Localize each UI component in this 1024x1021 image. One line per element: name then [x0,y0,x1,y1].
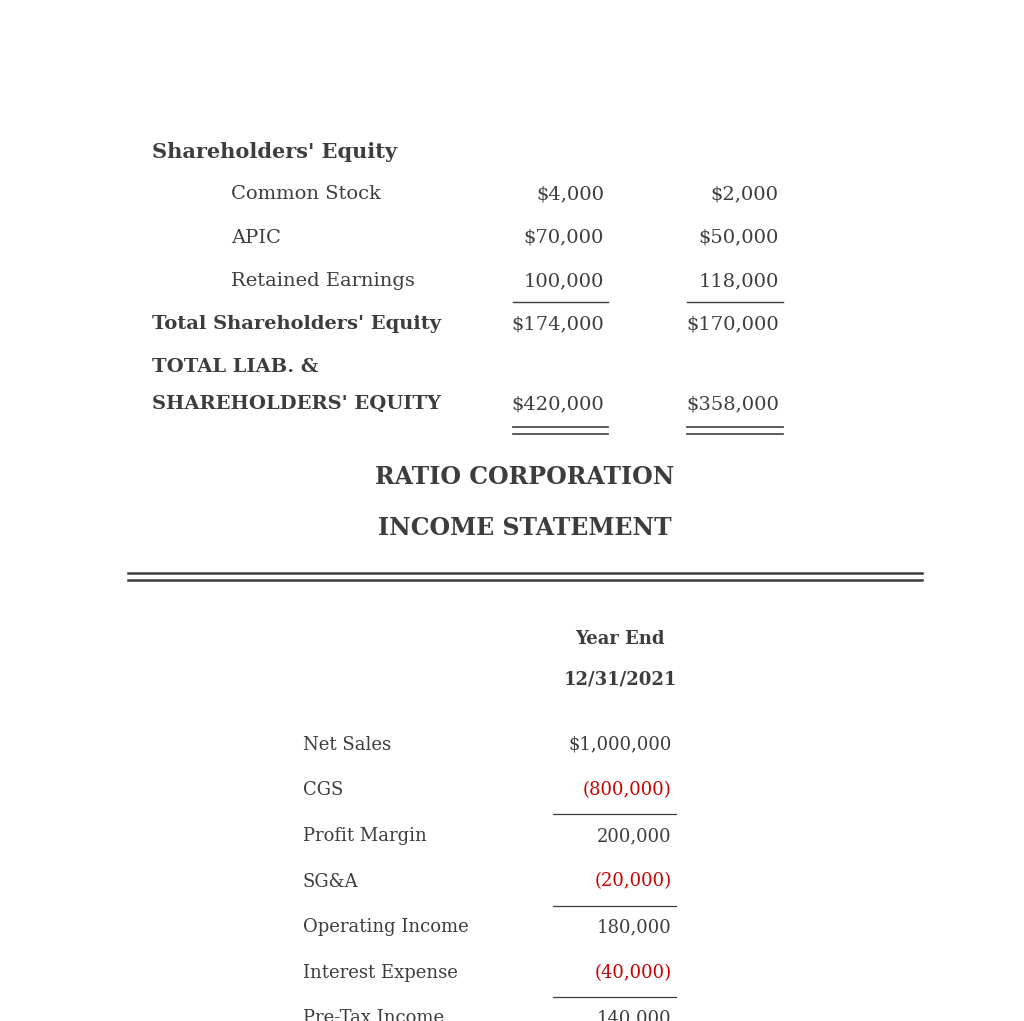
Text: 200,000: 200,000 [597,827,672,845]
Text: TOTAL LIAB. &: TOTAL LIAB. & [152,358,318,377]
Text: 180,000: 180,000 [597,918,672,936]
Text: Year End: Year End [575,630,665,647]
Text: RATIO CORPORATION: RATIO CORPORATION [375,465,675,488]
Text: Total Shareholders' Equity: Total Shareholders' Equity [152,315,441,333]
Text: INCOME STATEMENT: INCOME STATEMENT [378,516,672,540]
Text: Net Sales: Net Sales [303,736,391,753]
Text: 100,000: 100,000 [524,272,604,290]
Text: 12/31/2021: 12/31/2021 [563,671,677,688]
Text: Shareholders' Equity: Shareholders' Equity [152,142,397,162]
Text: APIC: APIC [231,229,281,247]
Text: Profit Margin: Profit Margin [303,827,426,845]
Text: $2,000: $2,000 [711,186,778,203]
Text: Retained Earnings: Retained Earnings [231,272,415,290]
Text: Operating Income: Operating Income [303,918,468,936]
Text: 118,000: 118,000 [698,272,778,290]
Text: SG&A: SG&A [303,873,358,890]
Text: $70,000: $70,000 [524,229,604,247]
Text: CGS: CGS [303,781,343,799]
Text: (20,000): (20,000) [595,873,672,890]
Text: (40,000): (40,000) [595,964,672,982]
Text: $4,000: $4,000 [537,186,604,203]
Text: SHAREHOLDERS' EQUITY: SHAREHOLDERS' EQUITY [152,395,440,414]
Text: $50,000: $50,000 [698,229,778,247]
Text: $1,000,000: $1,000,000 [568,736,672,753]
Text: 140,000: 140,000 [597,1010,672,1021]
Text: Interest Expense: Interest Expense [303,964,458,982]
Text: $174,000: $174,000 [511,315,604,333]
Text: (800,000): (800,000) [583,781,672,799]
Text: Common Stock: Common Stock [231,186,381,203]
Text: Pre-Tax Income: Pre-Tax Income [303,1010,443,1021]
Text: $170,000: $170,000 [686,315,778,333]
Text: $420,000: $420,000 [511,395,604,414]
Text: $358,000: $358,000 [686,395,778,414]
